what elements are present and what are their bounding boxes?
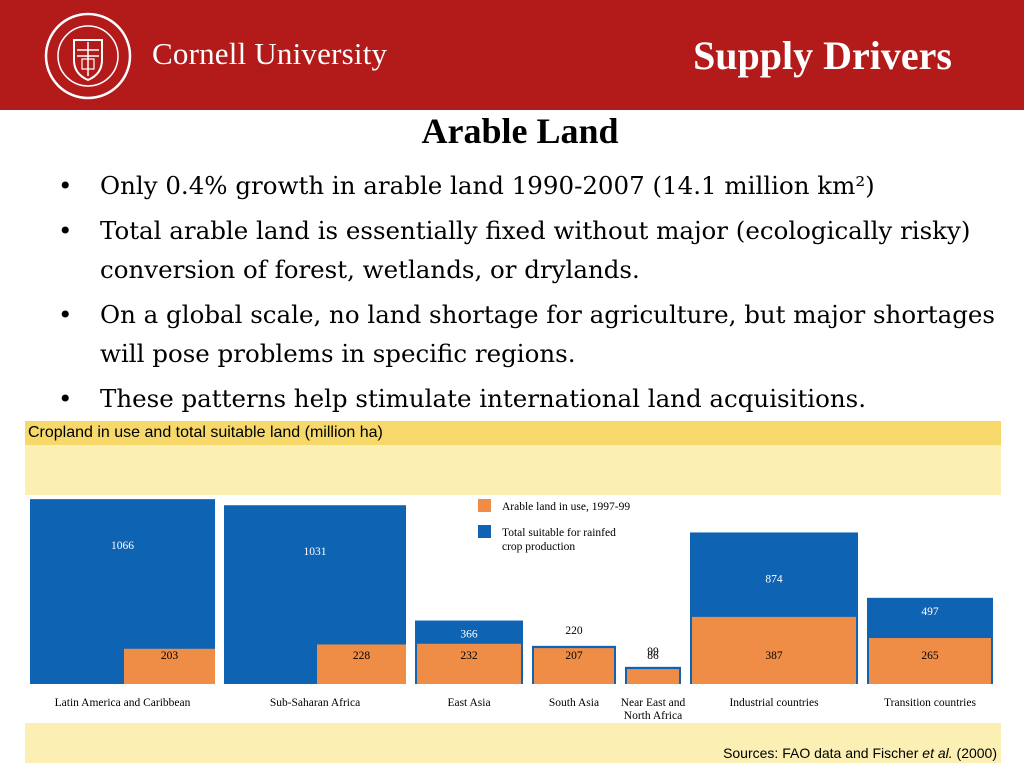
data-label-suitable: 1031 — [304, 546, 327, 558]
data-label-suitable: 1066 — [111, 540, 134, 552]
data-label-suitable: 497 — [921, 606, 939, 618]
category-label: North Africa — [624, 710, 682, 722]
bar-arable — [534, 648, 614, 684]
slide-header: Cornell University Supply Drivers — [0, 0, 1024, 110]
source-suffix: (2000) — [952, 745, 997, 761]
legend-swatch-suitable — [478, 525, 491, 538]
bullet-item: These patterns help stimulate internatio… — [58, 379, 1008, 418]
cornell-wordmark: Cornell University — [152, 36, 388, 71]
bar-arable — [317, 644, 406, 684]
bullet-item: Only 0.4% growth in arable land 1990-200… — [58, 166, 1008, 205]
category-label: Latin America and Caribbean — [55, 697, 191, 709]
legend-swatch-arable — [478, 499, 491, 512]
data-label-suitable: 99 — [647, 646, 659, 658]
source-etal: et al. — [922, 745, 953, 761]
slide-title: Supply Drivers — [693, 33, 952, 78]
legend-label-arable: Arable land in use, 1997-99 — [502, 501, 630, 513]
data-label-arable: 265 — [921, 650, 939, 662]
chart-title: Cropland in use and total suitable land … — [25, 421, 1001, 445]
bar-arable — [869, 638, 991, 684]
data-label-arable: 228 — [353, 650, 371, 662]
bar-arable — [124, 648, 215, 684]
category-label: Sub-Saharan Africa — [270, 697, 360, 709]
data-label-arable: 232 — [460, 650, 478, 662]
bullet-item: Total arable land is essentially fixed w… — [58, 211, 1008, 289]
bar-arable — [692, 616, 856, 684]
data-label-suitable: 874 — [765, 573, 783, 585]
bar-arable — [417, 643, 521, 684]
chart-source: Sources: FAO data and Fischer et al. (20… — [723, 745, 997, 761]
data-label-suitable: 366 — [460, 629, 478, 641]
data-label-arable: 387 — [765, 650, 783, 662]
data-label-arable: 207 — [565, 650, 583, 662]
bullet-list: Only 0.4% growth in arable land 1990-200… — [58, 166, 1008, 424]
source-prefix: Sources: FAO data and Fischer — [723, 745, 923, 761]
bullet-item: On a global scale, no land shortage for … — [58, 295, 1008, 373]
data-label-suitable: 220 — [565, 625, 583, 637]
cropland-chart: 1066 203 Latin America and Caribbean 1031 22… — [25, 495, 1001, 723]
data-label-arable: 86 — [647, 650, 659, 662]
cornell-seal-icon — [44, 12, 132, 100]
data-label-arable: 203 — [161, 650, 179, 662]
bar-arable — [627, 669, 679, 684]
category-label: East Asia — [447, 697, 490, 709]
category-label: South Asia — [549, 697, 599, 709]
category-label: Transition countries — [884, 697, 976, 709]
category-label: Industrial countries — [729, 697, 819, 709]
section-subtitle: Arable Land — [421, 111, 619, 151]
chart-figure: Cropland in use and total suitable land … — [25, 421, 1001, 763]
legend-label-suitable: Total suitable for rainfed — [502, 527, 616, 539]
category-label: Near East and — [621, 697, 686, 709]
legend-label-suitable: crop production — [502, 541, 575, 553]
